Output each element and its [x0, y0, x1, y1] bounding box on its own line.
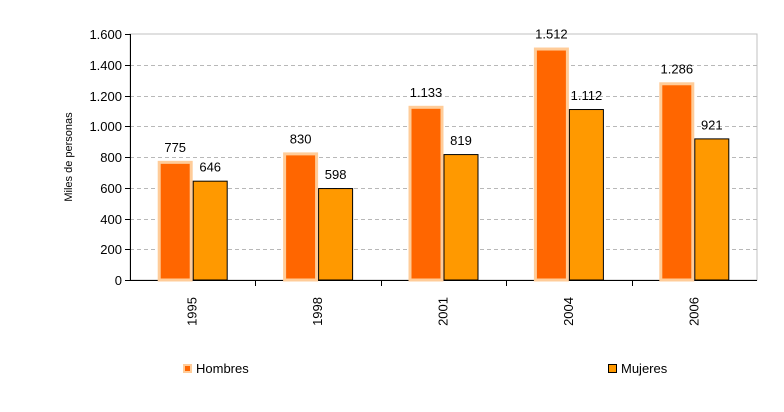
legend-item-hombres: Hombres	[183, 361, 249, 376]
y-tick-label: 200	[100, 242, 122, 257]
data-label-mujeres-2004: 1.112	[571, 88, 603, 103]
bar-mujeres-2001	[443, 154, 479, 281]
bar-mujeres-1995	[192, 180, 228, 281]
bar-mujeres-2006	[694, 138, 730, 281]
bar-mujeres-2004	[568, 109, 604, 281]
data-label-hombres-2004: 1.512	[535, 27, 568, 42]
data-label-mujeres-2001: 819	[450, 133, 472, 148]
y-tick-label: 1.000	[89, 119, 122, 134]
bar-hombres-2006	[659, 82, 695, 282]
x-tick-label: 1995	[185, 297, 200, 326]
bar-hombres-1998	[283, 152, 319, 282]
data-label-hombres-1995: 775	[164, 140, 186, 155]
data-label-mujeres-1995: 646	[199, 160, 221, 175]
x-tick-label: 1998	[310, 297, 325, 326]
bar-hombres-2001	[408, 105, 444, 282]
legend-label-mujeres: Mujeres	[621, 361, 668, 376]
legend-swatch-hombres	[183, 364, 192, 373]
y-tick-label: 1.600	[89, 27, 122, 42]
y-tick-label: 400	[100, 212, 122, 227]
bar-mujeres-1998	[318, 188, 354, 281]
y-axis-title: Miles de personas	[63, 112, 75, 202]
y-tick-label: 600	[100, 181, 122, 196]
x-tick-label: 2004	[561, 297, 576, 326]
data-label-hombres-2001: 1.133	[410, 85, 443, 100]
y-tick-label: 1.400	[89, 58, 122, 73]
y-tick-label: 800	[100, 150, 122, 165]
legend-label-hombres: Hombres	[196, 361, 249, 376]
data-label-hombres-2006: 1.286	[661, 61, 694, 76]
legend-item-mujeres: Mujeres	[608, 361, 667, 376]
legend-swatch-mujeres	[608, 364, 617, 373]
y-tick-label: 0	[115, 273, 122, 288]
x-tick-label: 2006	[686, 297, 701, 326]
data-label-mujeres-1998: 598	[325, 167, 347, 182]
bar-hombres-1995	[157, 160, 193, 282]
x-tick-label: 2001	[436, 297, 451, 326]
data-label-hombres-1998: 830	[290, 131, 312, 146]
bar-hombres-2004	[533, 47, 569, 282]
data-label-mujeres-2006: 921	[701, 117, 723, 132]
y-tick-label: 1.200	[89, 89, 122, 104]
